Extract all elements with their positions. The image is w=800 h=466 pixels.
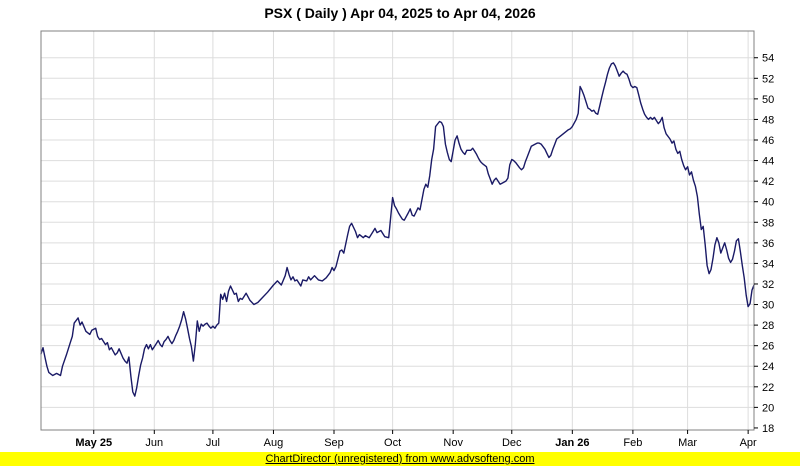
y-tick-label: 54 <box>762 53 774 65</box>
y-tick-label: 52 <box>762 73 774 85</box>
y-tick-label: 40 <box>762 197 774 209</box>
x-tick-label: Apr <box>740 437 757 449</box>
y-tick-label: 26 <box>762 341 774 353</box>
x-tick-label: Aug <box>264 437 284 449</box>
x-tick-label: May 25 <box>75 437 112 449</box>
x-tick-label: Feb <box>623 437 642 449</box>
y-tick-label: 32 <box>762 279 774 291</box>
y-tick-label: 44 <box>762 156 774 168</box>
x-tick-label: Jun <box>145 437 163 449</box>
y-tick-label: 38 <box>762 217 774 229</box>
x-tick-label: Mar <box>678 437 697 449</box>
y-tick-label: 30 <box>762 300 774 312</box>
plot-area <box>41 31 754 430</box>
y-tick-label: 36 <box>762 238 774 250</box>
price-line <box>40 62 755 397</box>
plot-border <box>40 30 755 431</box>
y-tick-label: 18 <box>762 423 774 435</box>
chart-title: PSX ( Daily ) Apr 04, 2025 to Apr 04, 20… <box>264 5 536 21</box>
x-tick-label: Jul <box>206 437 220 449</box>
chartdirector-banner: ChartDirector (unregistered) from www.ad… <box>0 452 800 466</box>
x-tick-label: Sep <box>324 437 344 449</box>
chartdirector-banner-text: ChartDirector (unregistered) from www.ad… <box>265 453 535 465</box>
y-tick-label: 22 <box>762 382 774 394</box>
x-tick-label: Dec <box>502 437 522 449</box>
y-tick-label: 46 <box>762 135 774 147</box>
x-tick-label: Jan 26 <box>555 437 589 449</box>
y-tick-label: 50 <box>762 94 774 106</box>
y-tick-label: 48 <box>762 114 774 126</box>
x-tick-label: Oct <box>384 437 401 449</box>
y-tick-label: 34 <box>762 258 774 270</box>
y-tick-label: 20 <box>762 402 774 414</box>
y-tick-label: 42 <box>762 176 774 188</box>
y-tick-label: 28 <box>762 320 774 332</box>
x-tick-label: Nov <box>443 437 463 449</box>
y-tick-label: 24 <box>762 361 774 373</box>
price-chart: 18 20 22 24 26 28 30 32 34 36 38 40 42 44 46 48 50 52 54 Ma… <box>40 30 774 449</box>
